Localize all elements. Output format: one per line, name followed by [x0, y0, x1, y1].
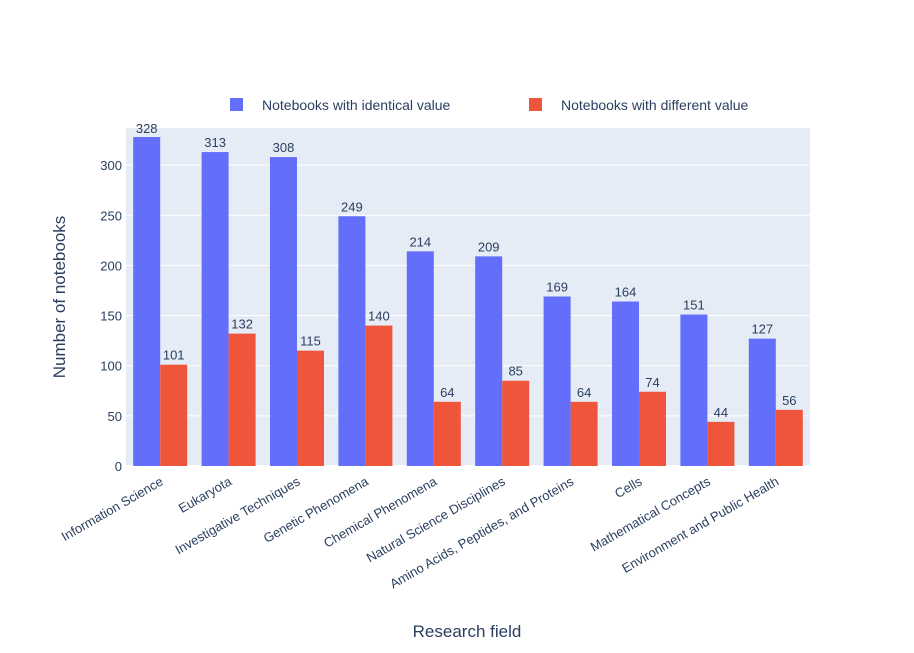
x-axis-title: Research field [413, 622, 522, 641]
bar-identical[interactable] [406, 251, 434, 466]
bar-identical[interactable] [543, 296, 571, 466]
bar-value-label: 132 [231, 317, 253, 332]
bar-value-label: 127 [751, 322, 773, 337]
bar-identical[interactable] [475, 256, 503, 466]
bar-different[interactable] [639, 391, 666, 466]
bar-different[interactable] [433, 401, 461, 466]
bar-identical[interactable] [270, 157, 297, 466]
y-tick-label: 100 [100, 359, 122, 374]
bar-different[interactable] [707, 421, 735, 466]
bar-value-label: 56 [782, 393, 796, 408]
bar-different[interactable] [502, 380, 530, 466]
bar-value-label: 74 [645, 375, 659, 390]
bar-value-label: 151 [683, 298, 705, 313]
bar-different[interactable] [570, 401, 598, 466]
bar-different[interactable] [365, 325, 393, 466]
legend-label: Notebooks with different value [561, 97, 749, 113]
bar-value-label: 169 [546, 279, 568, 294]
bar-identical[interactable] [201, 152, 229, 466]
bar-value-label: 64 [440, 385, 454, 400]
legend-label: Notebooks with identical value [262, 97, 451, 113]
bar-value-label: 101 [163, 348, 185, 363]
bar-value-label: 44 [714, 405, 728, 420]
bar-value-label: 249 [341, 199, 363, 214]
y-tick-label: 0 [115, 459, 122, 474]
x-axis-ticks: Information Science EukaryotaInvestigativ… [59, 473, 782, 591]
y-tick-label: 300 [100, 158, 122, 173]
legend-swatch [230, 98, 243, 111]
y-tick-label: 150 [100, 309, 122, 324]
x-tick-label: Mathematical Concepts [588, 473, 714, 554]
bar-identical[interactable] [748, 338, 776, 466]
y-tick-label: 250 [100, 208, 122, 223]
legend-item-identical[interactable]: Notebooks with identical value [230, 97, 451, 113]
bar-different[interactable] [297, 350, 324, 466]
x-tick-label: Eukaryota [176, 473, 235, 516]
bars [133, 137, 803, 466]
bar-value-label: 64 [577, 385, 591, 400]
bar-different[interactable] [228, 333, 256, 466]
bar-different[interactable] [775, 409, 803, 466]
x-tick-label: Cells [612, 473, 645, 501]
bar-identical[interactable] [133, 137, 161, 466]
bar-identical[interactable] [612, 301, 639, 466]
bar-different[interactable] [160, 364, 188, 466]
x-tick-label: Information Science [59, 474, 166, 544]
bar-identical[interactable] [680, 314, 708, 466]
legend[interactable]: Notebooks with identical value Notebooks … [230, 97, 749, 113]
bar-value-label: 164 [615, 285, 637, 300]
bar-labels: 328 101 313 132 308 115 249 140 214 64 209 85 169 64 1… [136, 121, 797, 420]
bar-value-label: 328 [136, 121, 158, 136]
bar-value-label: 214 [409, 234, 431, 249]
bar-value-label: 209 [478, 239, 500, 254]
bar-value-label: 308 [273, 140, 295, 155]
x-tick-label: Chemical Phenomena [321, 473, 440, 550]
y-tick-label: 200 [100, 258, 122, 273]
legend-swatch [529, 98, 542, 111]
bar-value-label: 313 [204, 135, 226, 150]
legend-item-different[interactable]: Notebooks with different value [529, 97, 749, 113]
bar-value-label: 85 [508, 364, 522, 379]
y-axis-title: Number of notebooks [50, 216, 69, 379]
y-axis-ticks: 0 50 100 150 200 250 300 [100, 158, 122, 474]
y-tick-label: 50 [108, 409, 122, 424]
bar-identical[interactable] [338, 216, 366, 466]
x-tick-label: Investigative Techniques [173, 473, 303, 557]
bar-value-label: 140 [368, 309, 390, 324]
bar-value-label: 115 [300, 334, 321, 349]
